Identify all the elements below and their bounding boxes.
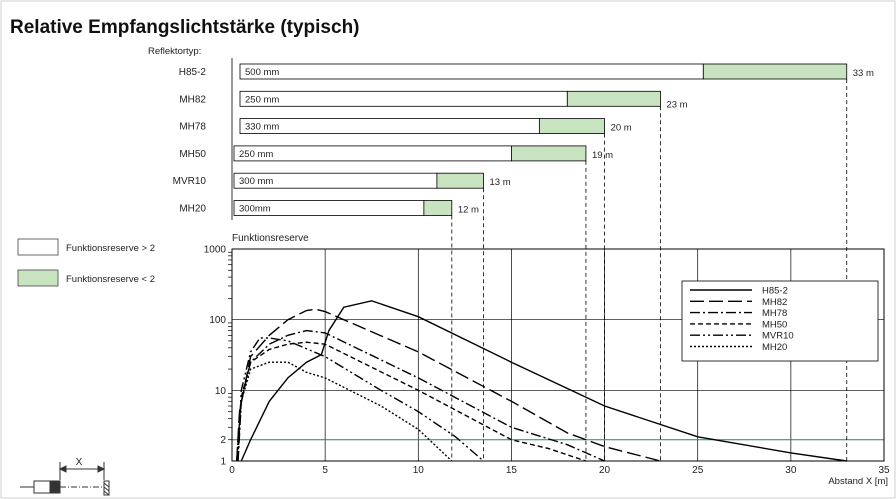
bar-label-mh82: MH82 [179, 94, 206, 105]
legend-label-mvr10: MVR10 [762, 331, 794, 342]
x-tick-label: 35 [878, 465, 890, 476]
legend-label-h85-2: H85-2 [762, 286, 788, 297]
bar-reserve-low [511, 145, 587, 162]
bar-min-distance: 500 mm [245, 67, 279, 78]
series-line-mh50 [236, 341, 587, 462]
bar-reserve-high [233, 145, 512, 162]
bar-reserve-low [566, 90, 661, 107]
legend-label-mh20: MH20 [762, 342, 787, 353]
legend-box-reserve-high [17, 238, 59, 256]
bar-max-distance: 12 m [458, 205, 479, 216]
bar-max-distance: 13 m [489, 177, 510, 188]
bar-reserve-low [423, 200, 453, 216]
bar-reserve-high [239, 63, 704, 80]
grid [232, 249, 884, 461]
bar-label-mh78: MH78 [179, 122, 206, 133]
legend-label-mh82: MH82 [762, 297, 787, 308]
y-tick-label: 2 [220, 435, 226, 446]
series-legend-box [681, 280, 879, 362]
series-line-mh20 [236, 361, 453, 462]
bar-max-distance: 33 m [853, 68, 874, 79]
bar-label-mh50: MH50 [179, 149, 206, 160]
bar-reserve-high [239, 118, 540, 134]
bar-label-mvr10: MVR10 [173, 176, 207, 187]
reflector-hatch-1 [103, 482, 110, 488]
bar-min-distance: 300mm [239, 204, 271, 215]
y-tick-label: 10 [215, 386, 227, 397]
y-tick-label: 100 [209, 315, 226, 326]
sensor-lens-icon [49, 480, 61, 494]
range-guides [451, 79, 848, 461]
dim-arrowhead-right [97, 465, 106, 473]
bar-max-distance: 19 m [592, 150, 613, 161]
bar-reserve-low [702, 63, 848, 80]
series-line-mh78 [237, 329, 605, 462]
y-tick-label: 1000 [204, 245, 227, 256]
x-axis-title: Abstand X [m] [828, 476, 888, 487]
distance-label: X [76, 457, 83, 468]
bar-min-distance: 250 mm [239, 149, 273, 160]
chart-title: Relative Empfangslichtstärke (typisch) [10, 17, 360, 38]
axis-ticks: 0 5 10 15 20 25 30 35 1 2 10 100 1000 [204, 245, 890, 477]
bar-label-mh20: MH20 [179, 204, 206, 215]
legend-box-reserve-low [17, 269, 59, 287]
bar-min-distance: 300 mm [239, 176, 273, 187]
bar-max-distance: 20 m [611, 123, 632, 134]
reflector-type-label: Reflektortyp: [148, 46, 201, 57]
bar-reserve-low [436, 172, 484, 189]
x-tick-label: 15 [506, 465, 518, 476]
reflector-hatch-2 [103, 486, 110, 492]
series-line-mvr10 [236, 337, 484, 462]
series-line-h85-2 [240, 300, 847, 462]
bar-reserve-low [538, 118, 605, 134]
x-tick-label: 0 [229, 465, 235, 476]
bar-min-distance: 250 mm [245, 94, 279, 105]
bar-max-distance: 23 m [666, 99, 687, 110]
distance-diagram [20, 462, 110, 496]
plot-frame [231, 248, 885, 462]
x-tick-label: 25 [692, 465, 704, 476]
series-line-mh82 [236, 308, 661, 462]
x-tick-label: 20 [599, 465, 611, 476]
dim-arrowhead-left [58, 465, 67, 473]
legend-label-mh50: MH50 [762, 319, 787, 330]
x-tick-label: 30 [785, 465, 797, 476]
bar-reserve-high [239, 90, 568, 107]
legend-label-reserve-high: Funktionsreserve > 2 [66, 243, 155, 254]
legend-label-reserve-low: Funktionsreserve < 2 [66, 274, 155, 285]
x-tick-label: 5 [322, 465, 328, 476]
bar-label-h85-2: H85-2 [179, 67, 207, 78]
y-tick-label: 1 [220, 457, 226, 468]
legend-label-mh78: MH78 [762, 308, 787, 319]
series-lines [236, 300, 847, 462]
reflector-hatch-3 [103, 490, 110, 496]
range-bars: H85-2 500 mm 33 m MH82 250 mm 23 m MH78 330 mm 2… [173, 58, 874, 220]
y-axis-title: Funktionsreserve [232, 233, 309, 244]
x-tick-label: 10 [413, 465, 425, 476]
reflector-icon [103, 480, 110, 496]
bar-min-distance: 330 mm [245, 122, 279, 133]
